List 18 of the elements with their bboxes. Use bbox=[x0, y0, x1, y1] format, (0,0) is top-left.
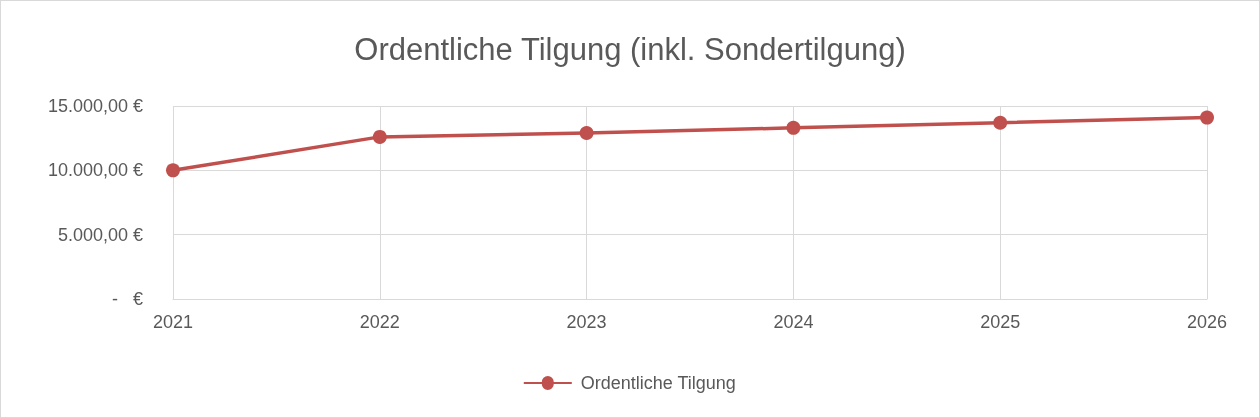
point bbox=[993, 115, 1008, 130]
y-tick-label: 10.000,00 € bbox=[47, 160, 143, 181]
point bbox=[372, 129, 387, 144]
x-tick-label: 2023 bbox=[566, 312, 607, 332]
x-tick-label: 2025 bbox=[980, 312, 1021, 332]
point bbox=[1200, 110, 1214, 125]
x-tick-label: 2024 bbox=[773, 312, 814, 332]
point bbox=[579, 126, 594, 141]
x-tick-label: 2026 bbox=[1186, 312, 1228, 332]
x-tick-label: 2021 bbox=[152, 312, 194, 332]
x-tick-label: 2022 bbox=[359, 312, 400, 332]
y-tick-label: 15.000,00 € bbox=[47, 96, 143, 116]
chart-title: Ordentliche Tilgung (inkl. Sondertilgung) bbox=[354, 32, 906, 67]
point bbox=[166, 163, 180, 178]
y-tick-label: 5.000,00 € bbox=[57, 224, 143, 245]
y-tick-label: - € bbox=[111, 289, 143, 309]
point bbox=[786, 120, 801, 135]
legend-label: Ordentliche Tilgung bbox=[580, 373, 736, 393]
